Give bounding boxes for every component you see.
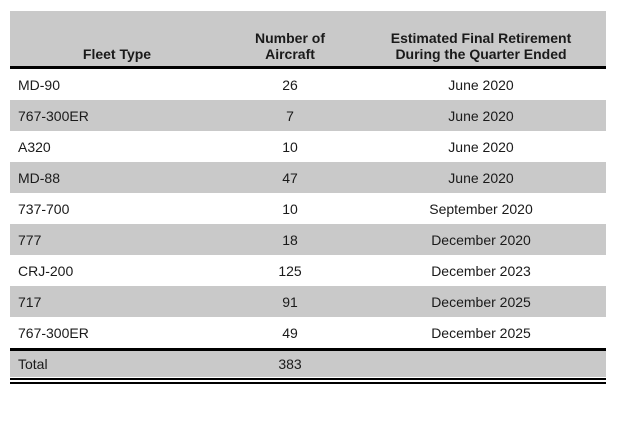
retirement-date-cell: December 2025 [431,293,531,310]
fleet-type-cell: 717 [18,293,42,310]
header-fleet-type-label: Fleet Type [82,46,152,62]
table-header-row: Fleet Type Number of Aircraft Estimated … [10,11,606,69]
fleet-type-cell: 767-300ER [18,107,89,124]
table-row: 717 91 December 2025 [10,286,606,317]
total-label-cell: Total [18,356,48,372]
retirement-date-cell: December 2025 [431,324,531,341]
fleet-type-cell: MD-90 [18,76,61,93]
header-number-of-aircraft-line2: Aircraft [265,46,315,62]
table-row: MD-90 26 June 2020 [10,69,606,100]
header-fleet-type: Fleet Type [10,46,224,62]
table-row: 777 18 December 2020 [10,224,606,255]
aircraft-count-cell: 10 [282,138,298,155]
aircraft-count-cell: 49 [282,324,298,341]
retirement-date-cell: June 2020 [448,76,514,93]
aircraft-count-cell: 125 [278,262,302,279]
aircraft-count-cell: 18 [282,231,298,248]
retirement-date-cell: September 2020 [429,200,533,217]
aircraft-count-cell: 7 [286,107,294,124]
aircraft-count-cell: 47 [282,169,298,186]
fleet-type-cell: 737-700 [18,200,70,217]
header-estimated-retirement: Estimated Final Retirement During the Qu… [356,30,606,62]
header-estimated-retirement-line2: During the Quarter Ended [395,46,567,62]
aircraft-count-cell: 10 [282,200,298,217]
aircraft-count-cell: 91 [282,293,298,310]
header-estimated-retirement-line1: Estimated Final Retirement [390,30,572,46]
table-row: CRJ-200 125 December 2023 [10,255,606,286]
header-number-of-aircraft-line1: Number of [255,30,325,46]
total-row: Total 383 [10,348,606,377]
table-row: 737-700 10 September 2020 [10,193,606,224]
fleet-type-cell: 777 [18,231,42,248]
retirement-date-cell: June 2020 [448,138,514,155]
fleet-type-cell: CRJ-200 [18,262,74,279]
retirement-date-cell: June 2020 [448,169,514,186]
fleet-type-cell: 767-300ER [18,324,89,341]
fleet-type-cell: MD-88 [18,169,61,186]
retirement-date-cell: June 2020 [448,107,514,124]
table-row: 767-300ER 7 June 2020 [10,100,606,131]
table-row: 767-300ER 49 December 2025 [10,317,606,348]
table-bottom-double-rule [10,378,606,384]
retirement-date-cell: December 2020 [431,231,531,248]
total-aircraft-count-cell: 383 [278,356,302,372]
fleet-type-cell: A320 [18,138,51,155]
fleet-retirement-table: Fleet Type Number of Aircraft Estimated … [10,11,606,384]
table-row: A320 10 June 2020 [10,131,606,162]
table-row: MD-88 47 June 2020 [10,162,606,193]
retirement-date-cell: December 2023 [431,262,531,279]
header-number-of-aircraft: Number of Aircraft [224,30,356,62]
aircraft-count-cell: 26 [282,76,298,93]
